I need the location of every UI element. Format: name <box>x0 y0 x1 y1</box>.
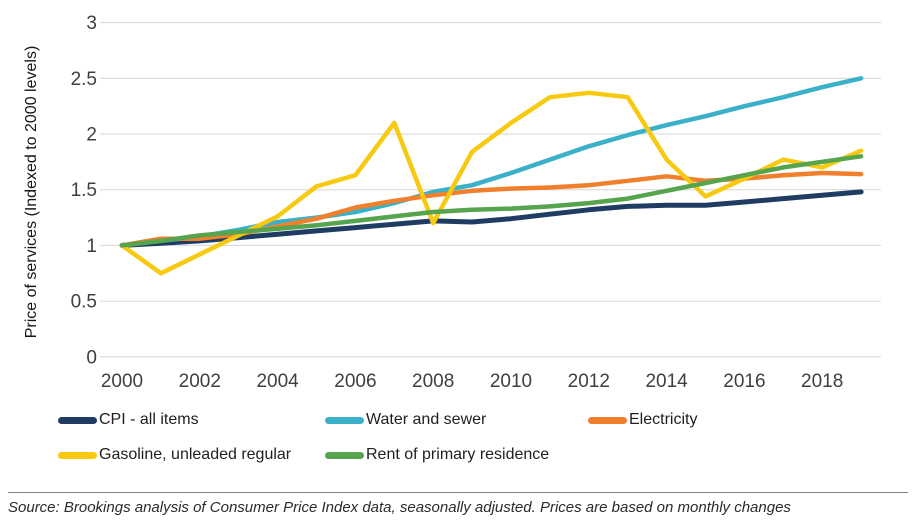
series-line-rent-of-primary-residence <box>119 154 864 248</box>
price-index-chart: 00.511.522.53 2000 2002 2004 2006 2008 2010 20… <box>23 13 881 392</box>
legend-swatch-icon <box>325 451 364 459</box>
chart-legend: CPI - all items Water and sewer Electricit… <box>0 0 916 463</box>
legend-label: CPI - all items <box>99 411 199 428</box>
source-note: Source: Brookings analysis of Consumer P… <box>8 499 791 516</box>
y-tick-label: 1 <box>86 236 97 257</box>
legend-label: Gasoline, unleaded regular <box>99 446 292 463</box>
x-tick-label: 2018 <box>801 371 843 392</box>
series-line-cpi-all-items <box>119 189 864 248</box>
legend-label: Rent of primary residence <box>366 446 550 463</box>
legend-swatch-icon <box>58 416 97 424</box>
x-tick-label: 2012 <box>568 371 610 392</box>
legend-label: Water and sewer <box>366 411 487 428</box>
source-divider <box>8 492 908 493</box>
y-tick-label: 2.5 <box>71 69 97 90</box>
x-tick-label: 2010 <box>490 371 532 392</box>
legend-swatch-icon <box>325 416 364 424</box>
gridlines <box>100 22 881 358</box>
legend-swatch-icon <box>588 416 627 424</box>
legend-item-gasoline-unleaded-regular: Gasoline, unleaded regular <box>58 445 291 465</box>
y-axis-title: Price of services (Indexed to 2000 level… <box>23 46 40 339</box>
y-tick-labels: 0 0.5 1 1.5 2 2.5 3 <box>71 13 97 368</box>
legend-item-rent-of-primary-residence: Rent of primary residence <box>325 445 549 465</box>
legend-item-cpi-all-items: CPI - all items <box>58 410 199 430</box>
series-line-gasoline-unleaded-regular <box>119 90 864 276</box>
x-tick-label: 2004 <box>256 371 299 392</box>
series-lines <box>119 76 864 276</box>
chart-area: 0 0.5 1 1.5 2 2.5 3 2000 2002 2004 2006 2008 2010 20… <box>23 13 881 392</box>
legend-swatch-icon <box>58 451 97 459</box>
series-line-water-and-sewer <box>119 76 864 248</box>
y-tick-label: 0 <box>86 347 97 368</box>
x-tick-label: 2000 <box>101 371 143 392</box>
legend-item-water-and-sewer: Water and sewer <box>325 410 486 430</box>
y-tick-label: 3 <box>86 13 97 34</box>
x-tick-labels: 2000 2002 2004 2006 2008 2010 2012 2014 2016 2018 <box>101 371 843 392</box>
x-tick-label: 2016 <box>723 371 765 392</box>
y-tick-label: 1.5 <box>71 180 97 201</box>
x-tick-label: 2002 <box>179 371 221 392</box>
x-tick-label: 2006 <box>334 371 376 392</box>
y-tick-label: 0.5 <box>71 292 97 313</box>
legend-label: Electricity <box>629 411 698 428</box>
x-tick-label: 2014 <box>645 371 688 392</box>
y-tick-label: 2 <box>86 125 97 146</box>
x-tick-label: 2008 <box>412 371 454 392</box>
legend-item-electricity: Electricity <box>588 410 697 430</box>
